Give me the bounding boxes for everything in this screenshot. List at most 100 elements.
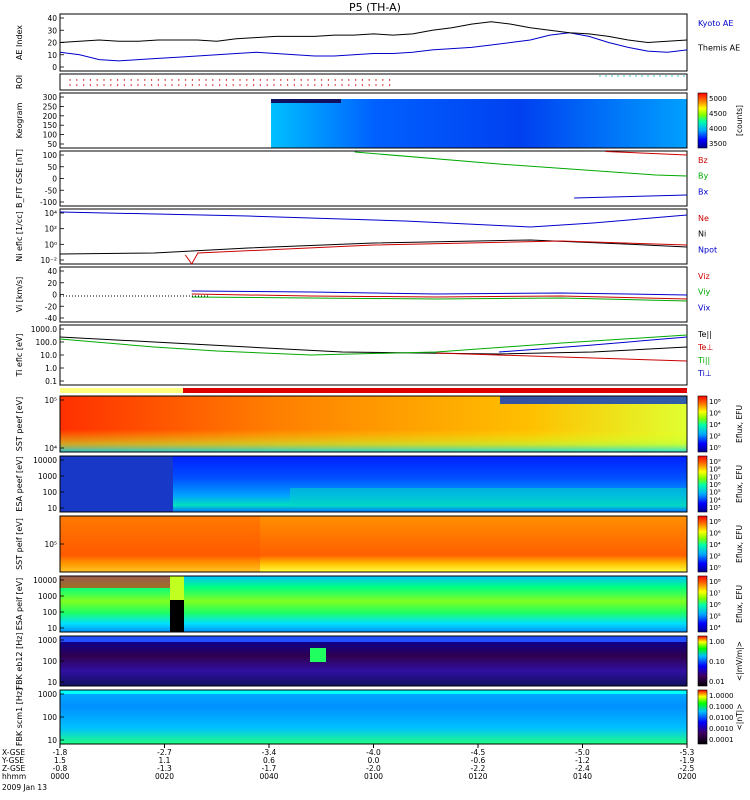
roi-dot <box>388 79 391 81</box>
colorbar-label-esa_e: Eflux, EFU <box>735 465 744 503</box>
roi-dot <box>605 75 607 77</box>
ytick-label: 100 <box>43 657 58 666</box>
roi-dot <box>273 84 275 86</box>
roi-dot <box>69 79 71 81</box>
ytick-label: 20 <box>47 279 57 288</box>
roi-dot <box>273 79 275 81</box>
colorbar-tick: 10⁶ <box>709 530 721 538</box>
legend-ti-2: Ti|| <box>697 356 710 365</box>
xtick-label: -5.0 <box>575 748 590 757</box>
roi-dot <box>184 79 187 81</box>
xtick-label: 0000 <box>50 772 69 781</box>
panel-frame-keogram <box>59 92 688 149</box>
colorbar-tick: 0.0001 <box>709 736 734 744</box>
xtick-label: 0.0 <box>368 756 380 765</box>
xtick-label: -2.0 <box>366 764 381 773</box>
roi-dot <box>286 79 289 81</box>
ytick-label: 10² <box>44 225 57 234</box>
roi-dot <box>635 75 637 77</box>
ylabel-sst_e: SST peef [eV] <box>15 397 24 452</box>
roi-dot <box>212 84 214 86</box>
ylabel-keogram: Keogram <box>15 102 24 138</box>
legend-ae-1: Themis AE <box>697 44 740 53</box>
colorbar-label-sst_i: Eflux, EFU <box>735 525 744 563</box>
xtick-label: -0.8 <box>53 764 68 773</box>
colorbar-tick: 10⁶ <box>709 410 721 418</box>
colorbar-label-esa_i: Eflux, EFU <box>735 585 744 623</box>
roi-dot <box>123 79 126 81</box>
roi-dot <box>157 79 160 81</box>
ytick-label: 100 <box>43 608 58 617</box>
ylabel-esa_e: ESA peef [eV] <box>15 456 24 511</box>
ytick-label: 40 <box>47 267 57 276</box>
roi-dot <box>246 84 248 86</box>
xtick-label: -4.5 <box>471 748 486 757</box>
roi-dot <box>82 79 85 81</box>
ylabel-esa_i: ESA peif [eV] <box>15 578 24 631</box>
ytick-label: -20 <box>45 302 57 311</box>
colorbar-tick: 1.0000 <box>709 692 734 700</box>
roi-dot <box>116 84 119 86</box>
colorbar-tick: 10⁴ <box>709 421 721 429</box>
ylabel-fbk2: FBK scm1 [Hz] <box>15 688 24 746</box>
colorbar-tick: 4500 <box>709 110 727 118</box>
ytick-label: -100 <box>40 198 57 207</box>
colorbar-tick: 0.0100 <box>709 714 734 722</box>
series-ti-par <box>59 334 688 356</box>
ytick-label: 10⁰ <box>44 240 57 249</box>
xtick-label: -1.3 <box>157 764 172 773</box>
colorbar-tick: 0.01 <box>709 678 725 686</box>
roi-dot <box>300 79 302 81</box>
panel-frame-ae <box>59 13 688 72</box>
roi-dot <box>314 79 316 81</box>
roi-dot <box>375 79 377 81</box>
roi-dot <box>348 84 350 86</box>
colorbar-tick: 10⁴ <box>709 541 721 549</box>
colorbar-tick: 4000 <box>709 125 727 133</box>
ytick-label: 1000 <box>38 592 57 601</box>
xtick-label: -2.4 <box>575 764 590 773</box>
ytick-label: -50 <box>45 186 57 195</box>
ytick-label: 0 <box>52 63 57 72</box>
xtick-label: -1.9 <box>680 756 695 765</box>
colorbar-keogram <box>697 92 708 149</box>
colorbar-tick: 10⁵ <box>709 613 721 621</box>
spectrogram-backgrounds <box>60 99 687 744</box>
roi-dot <box>599 75 601 77</box>
roi-dot <box>617 75 619 77</box>
sst-ion-spectrogram <box>60 516 687 572</box>
ytick-label: 50 <box>47 140 57 149</box>
roi-dot <box>293 84 296 86</box>
panel-frame-sst_e <box>59 395 688 453</box>
ytick-label: 100.0 <box>36 338 58 347</box>
roi-dot <box>89 79 92 81</box>
xtick-label: 0100 <box>364 772 383 781</box>
colorbar-tick: 10⁸ <box>709 398 721 406</box>
mode-bar-fast <box>183 388 687 393</box>
colorbar-tick: 0.1000 <box>709 703 734 711</box>
roi-dot <box>130 84 132 86</box>
xtick-label: -2.2 <box>471 764 486 773</box>
xaxis-row-label: X-GSE <box>2 748 25 757</box>
roi-dot <box>611 75 613 77</box>
series-by <box>354 151 688 177</box>
roi-dot <box>368 84 370 86</box>
roi-dot <box>76 79 78 81</box>
series-bx <box>574 194 688 199</box>
ylabel-vi: Vi [km/s] <box>15 277 24 313</box>
ytick-label: 10⁻² <box>40 256 57 265</box>
colorbar-tick: 10⁴ <box>709 624 721 632</box>
xtick-label: 0.6 <box>263 756 275 765</box>
ytick-label: 250 <box>43 102 58 111</box>
xtick-label: 0040 <box>259 772 278 781</box>
ytick-label: 1000 <box>38 472 57 481</box>
roi-dot <box>225 79 228 81</box>
xtick-label: -3.4 <box>262 748 277 757</box>
xtick-label: -2.5 <box>680 764 695 773</box>
colorbar-tick: 10⁴ <box>709 496 721 504</box>
legend-vi-1: Viy <box>698 288 711 297</box>
colorbar-tick: 3500 <box>709 140 727 148</box>
ytick-label: 10 <box>47 736 57 745</box>
roi-dot <box>96 79 98 81</box>
roi-dot <box>375 84 377 86</box>
